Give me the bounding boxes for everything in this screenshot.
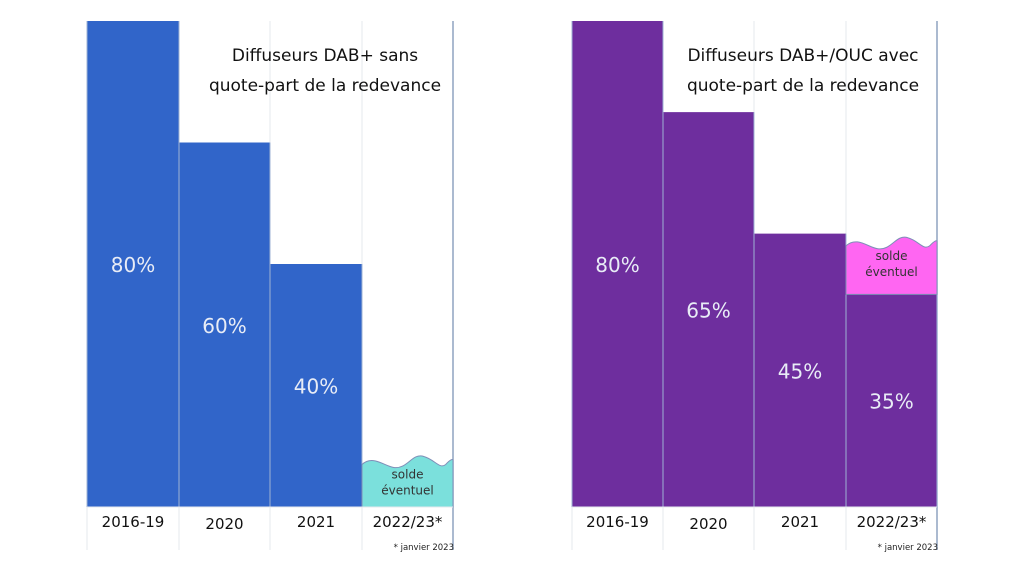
bar <box>87 21 179 507</box>
data-label: 40% <box>294 375 338 399</box>
chart-left: 80% 60% 40% solde éventuel 2016-19 2020 2021 202… <box>86 21 454 553</box>
bar <box>846 294 937 507</box>
data-label: 80% <box>595 253 639 277</box>
solde-eventuel-block <box>361 455 454 508</box>
data-label: 60% <box>202 314 246 338</box>
chart-title: quote-part de la redevance <box>687 76 919 96</box>
solde-label: solde <box>876 249 908 263</box>
category-label: 2021 <box>297 513 335 531</box>
category-label: 2020 <box>689 515 727 533</box>
bar <box>754 233 846 507</box>
chart-right: 80% 65% 45% 35% solde éventuel 2016-19 2020 2021… <box>571 21 938 553</box>
solde-eventuel-block <box>845 236 938 295</box>
bar <box>270 264 362 507</box>
solde-label: solde <box>392 467 424 481</box>
data-label: 35% <box>869 390 913 414</box>
data-label: 65% <box>686 299 730 323</box>
data-label: 45% <box>778 359 822 383</box>
category-label: 2016-19 <box>102 513 165 531</box>
chart-title: quote-part de la redevance <box>209 76 441 96</box>
category-label: 2016-19 <box>586 513 649 531</box>
category-label: 2021 <box>781 513 819 531</box>
category-label: 2022/23* <box>857 513 927 531</box>
solde-label: éventuel <box>865 265 918 279</box>
chart-title: Diffuseurs DAB+ sans <box>232 46 418 66</box>
footnote: * janvier 2023 <box>878 543 938 553</box>
solde-label: éventuel <box>381 483 434 497</box>
data-label: 80% <box>111 253 155 277</box>
bar <box>572 21 663 507</box>
category-label: 2022/23* <box>373 513 443 531</box>
bar <box>179 142 270 507</box>
category-label: 2020 <box>205 515 243 533</box>
chart-title: Diffuseurs DAB+/OUC avec <box>687 46 918 66</box>
bar <box>663 112 754 507</box>
footnote: * janvier 2023 <box>394 543 454 553</box>
